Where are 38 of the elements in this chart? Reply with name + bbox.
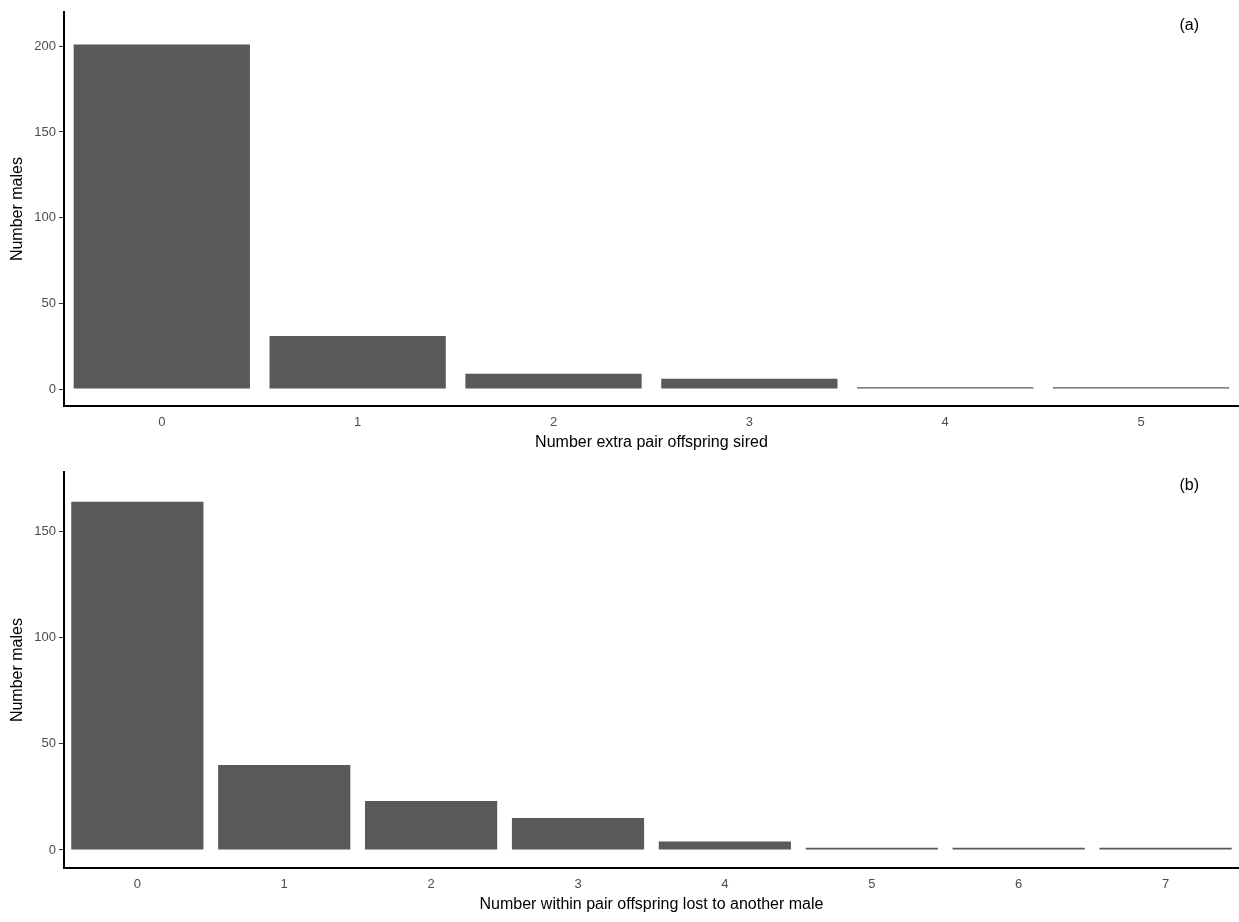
bar <box>465 373 642 389</box>
y-axis-title: Number males <box>8 157 26 262</box>
y-tick-label: 50 <box>41 294 56 310</box>
bar <box>73 44 250 389</box>
y-tick-label: 0 <box>48 380 56 396</box>
x-tick-label: 3 <box>745 413 753 429</box>
bar <box>269 335 446 389</box>
x-tick-label: 5 <box>868 875 876 891</box>
x-tick-label: 1 <box>354 413 362 429</box>
bar <box>365 801 498 850</box>
x-tick-label: 4 <box>941 413 949 429</box>
x-axis-title: Number extra pair offspring sired <box>535 432 768 450</box>
y-tick-label: 100 <box>34 209 56 225</box>
bar <box>661 378 838 389</box>
x-tick-label: 0 <box>158 413 166 429</box>
y-tick-label: 150 <box>34 523 56 539</box>
y-tick-label: 150 <box>34 123 56 139</box>
x-tick-label: 0 <box>133 875 141 891</box>
x-tick-label: 7 <box>1161 875 1170 891</box>
y-tick-label: 50 <box>41 735 56 751</box>
x-tick-label: 3 <box>574 875 582 891</box>
annotation: (b) <box>1179 476 1199 494</box>
x-tick-label: 6 <box>1015 875 1023 891</box>
x-axis-title: Number within pair offspring lost to another male <box>479 894 824 912</box>
bar <box>218 765 351 850</box>
bar <box>71 501 204 850</box>
annotation: (a) <box>1179 16 1199 34</box>
y-tick-label: 200 <box>34 37 56 53</box>
x-tick-label: 5 <box>1137 413 1145 429</box>
x-tick-label: 2 <box>427 875 435 891</box>
x-tick-label: 4 <box>721 875 729 891</box>
x-tick-label: 1 <box>280 875 288 891</box>
x-tick-label: 2 <box>549 413 558 429</box>
y-axis-title: Number males <box>8 618 26 723</box>
y-tick-label: 0 <box>48 841 56 857</box>
bar <box>658 841 791 850</box>
bar <box>511 818 645 850</box>
y-tick-label: 100 <box>34 629 56 645</box>
